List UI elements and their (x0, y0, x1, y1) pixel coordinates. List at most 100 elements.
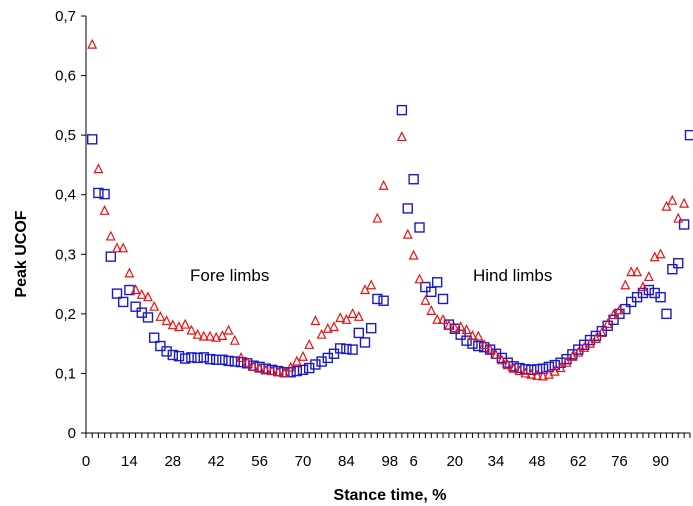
triangle-point (316, 328, 327, 339)
triangle-point (87, 38, 98, 49)
triangle-point (555, 362, 566, 373)
square-point (335, 343, 346, 354)
triangle-point (273, 366, 284, 377)
triangle-point (473, 330, 484, 341)
square-point (142, 312, 154, 323)
x-tick-label: 42 (208, 453, 225, 470)
triangle-point (254, 362, 265, 373)
square-point (473, 340, 484, 352)
y-axis (81, 15, 87, 434)
square-point (93, 187, 104, 199)
square-point (372, 293, 383, 305)
triangle-point (520, 367, 531, 378)
triangle-point (335, 312, 346, 323)
triangle-point (514, 365, 525, 376)
triangle-point (124, 267, 135, 278)
x-tick-label: 56 (251, 453, 268, 470)
x-axis-title: Stance time, % (334, 487, 447, 504)
square-point (217, 354, 228, 365)
square-point (366, 322, 377, 334)
square-point (555, 357, 566, 368)
triangle-point (211, 331, 222, 342)
triangle-point (479, 338, 490, 349)
square-point (347, 344, 358, 355)
triangle-point (360, 284, 370, 295)
x-tick-label: 48 (529, 453, 546, 470)
triangle-point (341, 313, 352, 324)
square-point (461, 335, 472, 346)
triangle-point (602, 318, 613, 329)
square-point (602, 320, 613, 331)
y-tick-label: 0,3 (55, 246, 76, 263)
square-point (431, 277, 443, 288)
square-point (637, 287, 649, 299)
triangle-point (260, 364, 271, 375)
triangle-point (573, 346, 584, 357)
square-point (86, 134, 98, 145)
square-point (608, 314, 619, 326)
triangle-point (329, 321, 339, 332)
triangle-point (155, 310, 166, 321)
triangle-point (112, 242, 122, 253)
triangle-point (174, 321, 184, 332)
triangle-point (310, 315, 321, 326)
annotation-fore-limbs: Fore limbs (190, 266, 269, 285)
triangle-point (455, 321, 466, 332)
square-point (526, 364, 537, 376)
triangle-point (372, 212, 383, 223)
triangle-point (192, 328, 203, 339)
square-point (341, 343, 352, 355)
square-point (402, 203, 413, 214)
square-point (359, 337, 371, 348)
triangle-point (93, 163, 104, 174)
triangle-point (626, 266, 637, 277)
triangle-point (632, 266, 643, 277)
triangle-point (585, 337, 596, 348)
x-tick-label: 20 (446, 453, 463, 470)
triangle-point (136, 288, 147, 299)
square-point (155, 340, 166, 352)
triangle-point (496, 354, 507, 365)
triangle-point (596, 327, 607, 338)
x-tick-label: 84 (338, 453, 355, 470)
triangle-point (180, 318, 191, 329)
triangle-point (236, 352, 246, 363)
y-tick-label: 0,4 (55, 187, 76, 204)
triangle-point (590, 333, 601, 343)
triangle-point (205, 330, 215, 341)
triangle-point (490, 349, 501, 360)
triangle-point (614, 304, 625, 315)
triangle-point (449, 322, 460, 333)
x-tick-label: 70 (295, 453, 312, 470)
square-point (204, 353, 216, 365)
triangle-point (432, 313, 443, 324)
square-point (426, 286, 437, 298)
triangle-point (485, 343, 496, 354)
y-tick-label: 0 (68, 425, 76, 442)
triangle-point (105, 230, 116, 241)
square-point (673, 258, 684, 269)
x-tick-label: 34 (488, 453, 505, 470)
triangle-point (378, 179, 389, 190)
square-point (502, 357, 513, 368)
x-tick-label: 0 (82, 453, 90, 470)
square-point (130, 301, 141, 312)
square-point (678, 219, 690, 230)
triangle-point (679, 197, 690, 208)
square-point (198, 352, 210, 363)
triangle-point (414, 273, 425, 284)
triangle-point (347, 308, 358, 318)
triangle-point (130, 284, 141, 295)
triangle-point (99, 204, 110, 215)
square-point (192, 352, 203, 364)
triangle-point (467, 330, 478, 340)
triangle-point (304, 338, 315, 349)
triangle-point (637, 281, 648, 292)
triangle-point (532, 369, 543, 380)
triangle-point (526, 368, 537, 379)
triangle-point (167, 319, 178, 330)
triangle-point (248, 361, 259, 371)
triangle-point (285, 361, 296, 372)
triangle-point (279, 367, 290, 378)
triangle-point (242, 356, 253, 367)
